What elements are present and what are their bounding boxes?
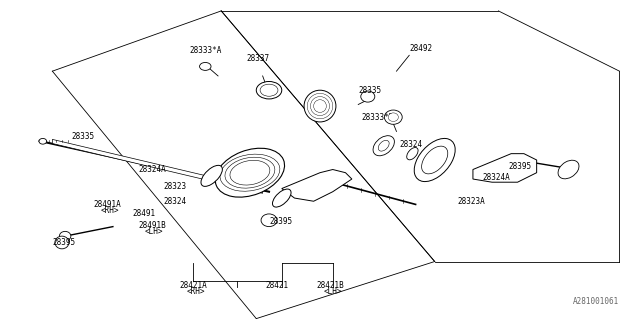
Ellipse shape [385, 110, 402, 124]
Text: 28421A: 28421A [180, 281, 207, 290]
Ellipse shape [39, 139, 47, 144]
Text: 28491B: 28491B [138, 220, 166, 229]
Ellipse shape [225, 157, 275, 188]
Ellipse shape [378, 140, 389, 151]
Ellipse shape [414, 139, 455, 181]
Ellipse shape [388, 113, 398, 122]
Text: 28421B: 28421B [317, 281, 344, 290]
Ellipse shape [314, 100, 326, 112]
Ellipse shape [256, 82, 282, 99]
Text: 28492: 28492 [409, 44, 433, 53]
Ellipse shape [310, 97, 330, 116]
Ellipse shape [215, 148, 285, 197]
Ellipse shape [60, 231, 71, 241]
Text: 28491A: 28491A [94, 200, 122, 209]
Ellipse shape [422, 146, 448, 174]
Polygon shape [282, 170, 352, 201]
Ellipse shape [307, 93, 333, 119]
Text: 28337: 28337 [246, 54, 270, 63]
Text: 28324A: 28324A [483, 173, 510, 182]
Ellipse shape [230, 160, 270, 185]
Ellipse shape [273, 189, 291, 207]
Polygon shape [52, 140, 262, 193]
Ellipse shape [361, 91, 375, 102]
Text: 28324: 28324 [399, 140, 423, 148]
Text: <LH>: <LH> [323, 287, 342, 296]
Ellipse shape [200, 62, 211, 70]
Text: 28323: 28323 [164, 182, 187, 191]
Text: 28333*B: 28333*B [362, 113, 394, 122]
Ellipse shape [407, 148, 418, 160]
Ellipse shape [261, 214, 277, 227]
Text: 28395: 28395 [508, 162, 531, 171]
Ellipse shape [304, 90, 336, 122]
Ellipse shape [373, 136, 394, 156]
Ellipse shape [55, 236, 69, 249]
Text: 28324: 28324 [164, 197, 187, 206]
Text: 28395: 28395 [52, 238, 76, 247]
Ellipse shape [558, 160, 579, 179]
Text: 28491: 28491 [132, 209, 155, 219]
Text: 28323A: 28323A [457, 197, 484, 206]
Ellipse shape [260, 84, 278, 96]
Text: 28421: 28421 [266, 281, 289, 290]
Text: A281001061: A281001061 [573, 297, 620, 306]
Text: <RH>: <RH> [186, 287, 205, 296]
Text: <LH>: <LH> [145, 227, 163, 236]
Text: 28395: 28395 [269, 217, 292, 226]
Text: 28333*A: 28333*A [189, 46, 221, 55]
Text: 28335: 28335 [358, 86, 381, 95]
Text: 28335: 28335 [72, 132, 95, 141]
Ellipse shape [201, 165, 222, 186]
Ellipse shape [220, 154, 280, 191]
Polygon shape [473, 154, 537, 182]
Text: 28324A: 28324A [138, 165, 166, 174]
Text: <RH>: <RH> [100, 206, 118, 215]
